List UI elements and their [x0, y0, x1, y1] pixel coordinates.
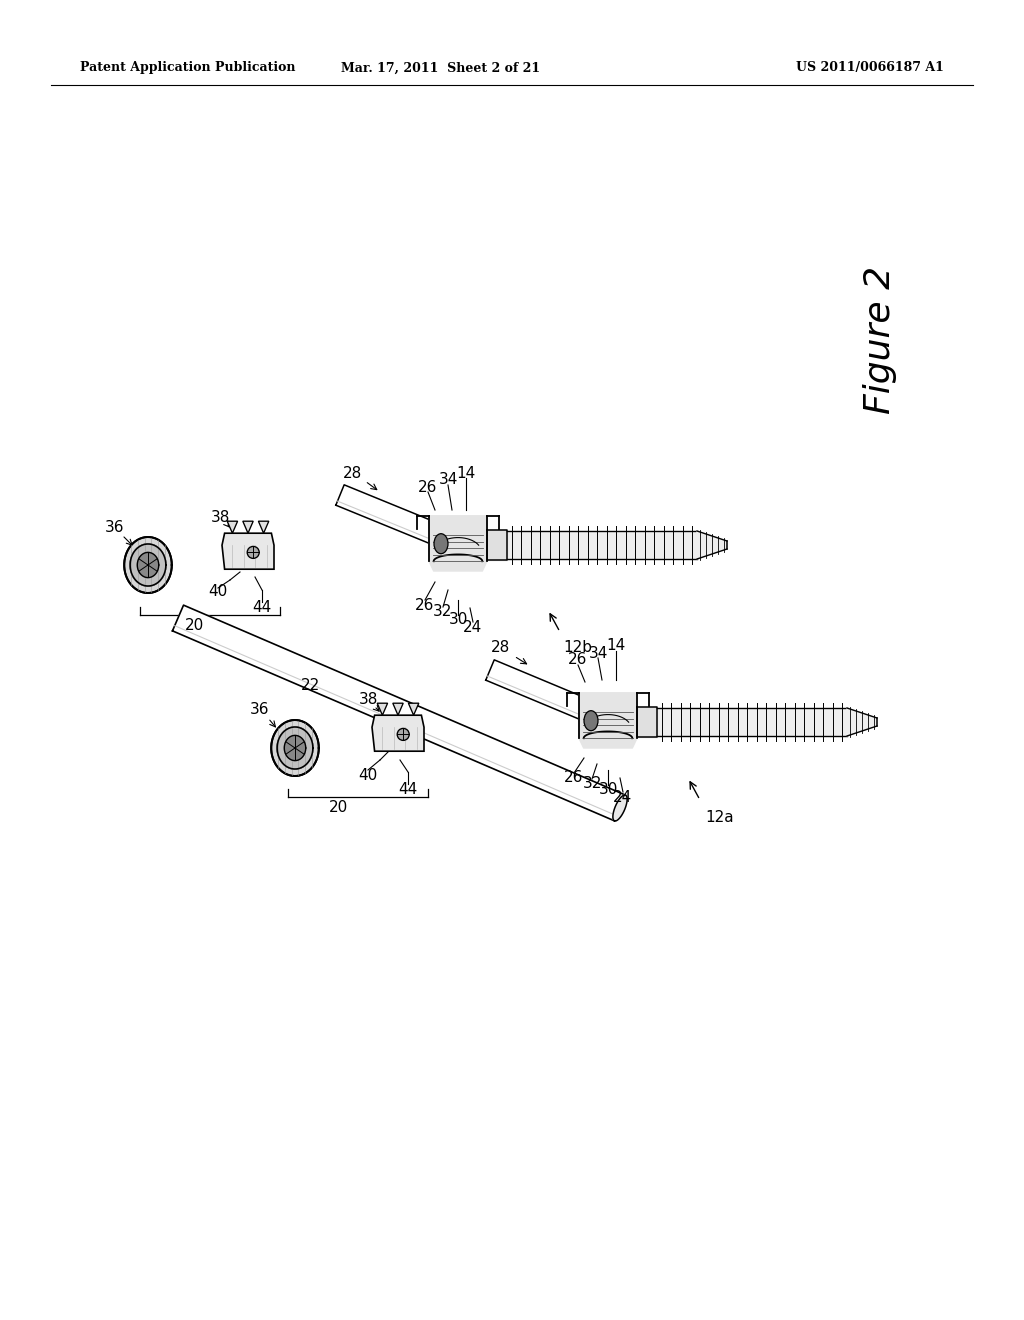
Text: 40: 40: [208, 585, 227, 599]
Text: 38: 38: [358, 693, 378, 708]
Polygon shape: [227, 521, 238, 533]
Ellipse shape: [434, 533, 449, 553]
Polygon shape: [637, 708, 657, 737]
Text: 22: 22: [300, 677, 319, 693]
Text: 24: 24: [613, 789, 633, 804]
Text: 34: 34: [438, 473, 458, 487]
Text: 32: 32: [583, 776, 602, 792]
Polygon shape: [278, 727, 313, 770]
Polygon shape: [393, 704, 403, 715]
Text: 26: 26: [416, 598, 434, 612]
Polygon shape: [243, 521, 253, 533]
Text: 30: 30: [598, 783, 617, 797]
Polygon shape: [377, 704, 388, 715]
Text: 12a: 12a: [706, 810, 734, 825]
Text: Mar. 17, 2011  Sheet 2 of 21: Mar. 17, 2011 Sheet 2 of 21: [341, 62, 540, 74]
Text: 14: 14: [606, 639, 626, 653]
Polygon shape: [271, 719, 318, 776]
Polygon shape: [372, 715, 424, 751]
Text: 24: 24: [464, 619, 482, 635]
Text: 34: 34: [589, 645, 607, 660]
Text: 30: 30: [449, 612, 468, 627]
Polygon shape: [579, 693, 637, 748]
Text: 26: 26: [568, 652, 588, 668]
Text: 40: 40: [358, 767, 378, 783]
Text: 36: 36: [105, 520, 125, 535]
Polygon shape: [172, 605, 626, 821]
Text: 12b: 12b: [563, 640, 593, 656]
Text: 32: 32: [433, 605, 453, 619]
Polygon shape: [697, 531, 727, 558]
Ellipse shape: [584, 710, 598, 731]
Polygon shape: [485, 660, 609, 729]
Polygon shape: [124, 537, 172, 593]
Text: 26: 26: [564, 771, 584, 785]
Polygon shape: [487, 531, 507, 560]
Text: 36: 36: [250, 702, 269, 718]
Polygon shape: [285, 735, 306, 760]
Polygon shape: [847, 708, 877, 737]
Polygon shape: [137, 552, 159, 578]
Text: US 2011/0066187 A1: US 2011/0066187 A1: [796, 62, 944, 74]
Text: 14: 14: [457, 466, 475, 480]
Text: Figure 2: Figure 2: [863, 265, 897, 414]
Text: 28: 28: [490, 640, 510, 656]
Text: 26: 26: [419, 479, 437, 495]
Text: 28: 28: [342, 466, 361, 482]
Polygon shape: [429, 516, 487, 572]
Text: Patent Application Publication: Patent Application Publication: [80, 62, 296, 74]
Polygon shape: [258, 521, 268, 533]
Polygon shape: [222, 533, 274, 569]
Polygon shape: [336, 484, 459, 552]
Circle shape: [247, 546, 259, 558]
Circle shape: [397, 729, 410, 741]
Polygon shape: [409, 704, 419, 715]
Text: 20: 20: [185, 618, 205, 632]
Text: 44: 44: [252, 601, 271, 615]
Polygon shape: [613, 795, 627, 821]
Text: 44: 44: [398, 783, 418, 797]
Text: 38: 38: [210, 510, 229, 524]
Polygon shape: [130, 544, 166, 586]
Text: 20: 20: [329, 800, 347, 816]
